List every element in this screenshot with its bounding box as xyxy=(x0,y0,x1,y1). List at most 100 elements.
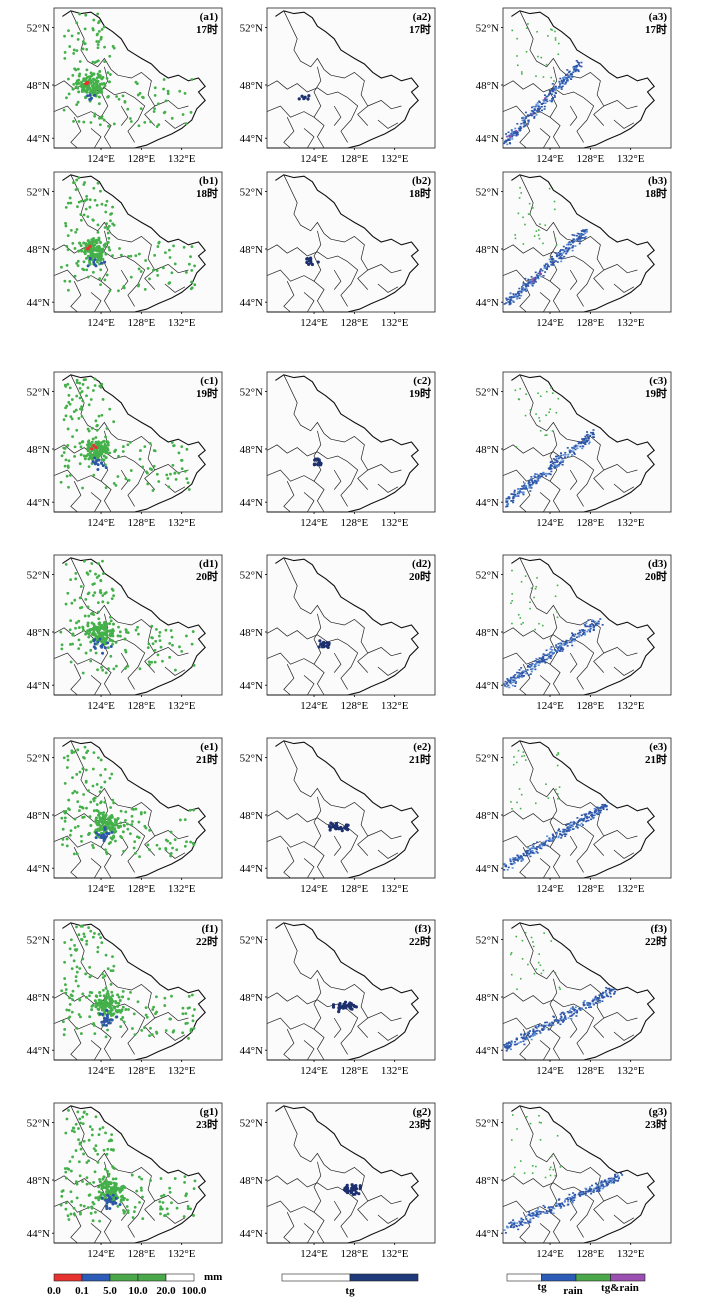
cat-point xyxy=(530,476,533,478)
obs-point xyxy=(127,255,130,258)
cat-point xyxy=(583,629,586,632)
boundary-line xyxy=(569,105,578,126)
obs-point xyxy=(60,265,63,269)
obs-point xyxy=(76,259,80,263)
cat-point xyxy=(537,107,540,110)
cat-point xyxy=(525,115,528,118)
obs-point xyxy=(90,1008,94,1012)
boundary-line xyxy=(53,1200,102,1213)
obs-point xyxy=(105,1152,109,1156)
cat-point xyxy=(591,815,594,818)
cat-point xyxy=(519,1041,522,1043)
obs-point xyxy=(118,1203,122,1207)
lat-tick-label: 44°N xyxy=(27,497,50,509)
cat-point xyxy=(516,801,518,804)
tg-point xyxy=(328,828,332,832)
cat-point xyxy=(592,817,595,820)
cat-point xyxy=(592,626,595,629)
obs-point xyxy=(74,408,78,412)
obs-point xyxy=(85,942,88,946)
cat-point xyxy=(589,630,592,633)
cat-point xyxy=(525,1218,528,1220)
cat-point xyxy=(533,1213,536,1216)
obs-point xyxy=(91,27,95,30)
cat-point xyxy=(533,972,536,975)
obs-point xyxy=(152,1005,156,1009)
obs-point xyxy=(64,1176,68,1180)
tg-point xyxy=(318,460,322,464)
obs-point xyxy=(111,994,115,998)
cat-point xyxy=(543,1024,546,1027)
obs-point xyxy=(140,1177,144,1181)
obs-point xyxy=(107,842,111,846)
boundary-line xyxy=(117,801,156,856)
lon-tick-label: 132°E xyxy=(617,1248,645,1260)
obs-point xyxy=(96,258,100,262)
cat-point xyxy=(593,814,596,817)
obs-point xyxy=(189,1207,192,1211)
obs-point xyxy=(73,247,77,250)
obs-point xyxy=(60,647,64,651)
cat-point xyxy=(519,1221,522,1224)
lon-tick-label: 132°E xyxy=(381,1065,409,1077)
tg-point xyxy=(318,639,322,643)
obs-point xyxy=(89,1211,93,1215)
cat-point xyxy=(572,240,575,243)
obs-point xyxy=(75,852,79,856)
cat-point xyxy=(566,79,569,82)
obs-point xyxy=(67,1108,70,1112)
obs-point xyxy=(116,475,120,478)
obs-point xyxy=(150,1033,154,1036)
cat-point xyxy=(510,1139,513,1141)
obs-point xyxy=(91,60,95,64)
obs-point xyxy=(121,1208,125,1212)
obs-point xyxy=(100,941,104,945)
obs-point xyxy=(59,480,63,484)
cat-point xyxy=(510,493,513,495)
cat-point xyxy=(605,986,608,989)
cat-point xyxy=(522,1218,525,1221)
obs-point xyxy=(89,640,93,644)
tg-point xyxy=(314,457,318,461)
obs-point xyxy=(144,1006,148,1010)
panel-label: (g3) xyxy=(649,1106,668,1118)
cat-point xyxy=(512,681,515,683)
obs-point xyxy=(93,377,97,381)
cat-point xyxy=(525,487,528,490)
cat-point xyxy=(565,641,568,644)
cat-point xyxy=(524,277,527,280)
obs-point xyxy=(98,1180,102,1184)
obs-point xyxy=(64,1131,68,1135)
cat-point xyxy=(601,1184,604,1186)
cat-point xyxy=(577,232,580,235)
cat-point xyxy=(526,1032,529,1035)
boundary-line xyxy=(313,613,325,696)
cat-point xyxy=(554,465,557,467)
obs-point xyxy=(96,463,100,467)
panel-hour: 22时 xyxy=(409,934,431,948)
obs-point xyxy=(81,440,85,444)
boundary-line xyxy=(70,664,82,696)
lat-tick-label: 44°N xyxy=(476,133,499,145)
cat-point xyxy=(561,457,564,460)
cat-point xyxy=(525,50,528,53)
cat-point xyxy=(504,1232,507,1234)
boundary-line xyxy=(283,481,295,513)
cat-point xyxy=(557,646,560,649)
obs-point xyxy=(87,635,91,639)
cat-point xyxy=(532,277,535,279)
obs-point xyxy=(125,1205,129,1208)
cat-point xyxy=(520,127,523,129)
obs-point xyxy=(144,259,148,262)
obs-point xyxy=(104,848,107,852)
cat-point xyxy=(515,761,518,764)
obs-point xyxy=(157,480,161,483)
obs-point xyxy=(169,629,173,632)
cat-point xyxy=(522,288,525,290)
cat-point xyxy=(534,668,537,671)
lat-tick-label: 52°N xyxy=(240,753,263,765)
cat-point xyxy=(506,1048,509,1050)
cat-point xyxy=(535,473,538,476)
cat-point xyxy=(577,442,580,445)
cat-point xyxy=(516,671,519,674)
